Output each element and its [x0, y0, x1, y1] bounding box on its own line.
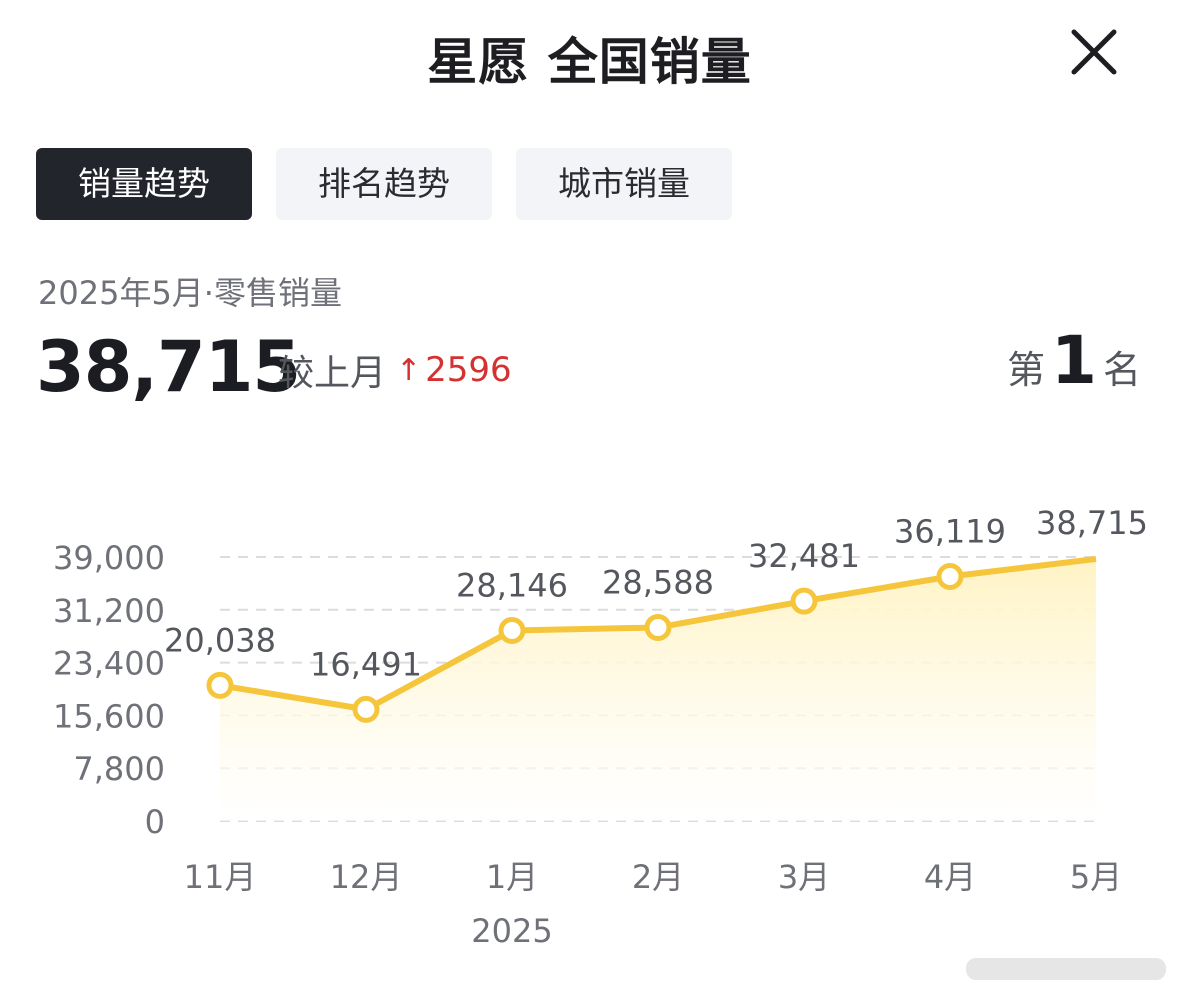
data-label: 28,146 [456, 566, 568, 604]
home-indicator [966, 958, 1166, 980]
data-point [790, 587, 818, 615]
y-tick-label: 7,800 [73, 750, 165, 788]
data-point [936, 563, 964, 591]
tab-sales-trend[interactable]: 销量趋势 [36, 148, 252, 220]
rank-suffix: 名 [1102, 348, 1141, 392]
data-label: 38,715 [1036, 504, 1148, 542]
delta-value: 2596 [425, 350, 512, 390]
y-tick-label: 0 [145, 803, 165, 841]
data-label: 36,119 [894, 513, 1006, 551]
x-tick-label: 4月 [924, 858, 976, 896]
tab-rank-trend[interactable]: 排名趋势 [276, 148, 492, 220]
close-button[interactable] [1066, 24, 1122, 80]
page-title: 星愿 全国销量 [427, 33, 752, 91]
rank-display: 第 1 名 [1007, 322, 1141, 399]
x-tick-label: 11月 [184, 858, 257, 896]
rank-number: 1 [1051, 322, 1097, 399]
x-tick-label: 3月 [778, 858, 830, 896]
tab-city-sales[interactable]: 城市销量 [516, 148, 732, 220]
sales-value: 38,715 [36, 326, 301, 408]
x-tick-label: 5月 [1070, 858, 1122, 896]
data-label: 32,481 [748, 537, 860, 575]
close-icon [1071, 29, 1117, 75]
x-tick-label: 12月 [330, 858, 403, 896]
data-label: 20,038 [164, 621, 276, 659]
sales-trend-chart: 0 7,800 15,600 23,400 31,200 39,000 20,038 16,4… [53, 504, 1148, 950]
compare-label: 较上月 [278, 353, 387, 394]
period-label: 2025年5月·零售销量 [38, 274, 342, 312]
data-label: 16,491 [310, 645, 422, 683]
x-tick-label: 2月 [632, 858, 684, 896]
y-tick-label: 15,600 [53, 697, 165, 735]
data-point [352, 695, 380, 723]
x-tick-label: 1月 [486, 858, 538, 896]
y-tick-label: 23,400 [53, 645, 165, 683]
data-point [206, 671, 234, 699]
y-tick-label: 31,200 [53, 592, 165, 630]
data-label: 28,588 [602, 563, 714, 601]
area-fill [220, 558, 1096, 821]
data-point [644, 613, 672, 641]
up-arrow-icon: ↑ [396, 352, 422, 388]
rank-prefix: 第 [1007, 348, 1046, 392]
data-point [498, 616, 526, 644]
year-label: 2025 [471, 912, 552, 950]
tab-bar: 销量趋势 排名趋势 城市销量 [36, 148, 732, 220]
y-tick-label: 39,000 [53, 539, 165, 577]
month-compare: 较上月 ↑ 2596 [278, 344, 512, 396]
